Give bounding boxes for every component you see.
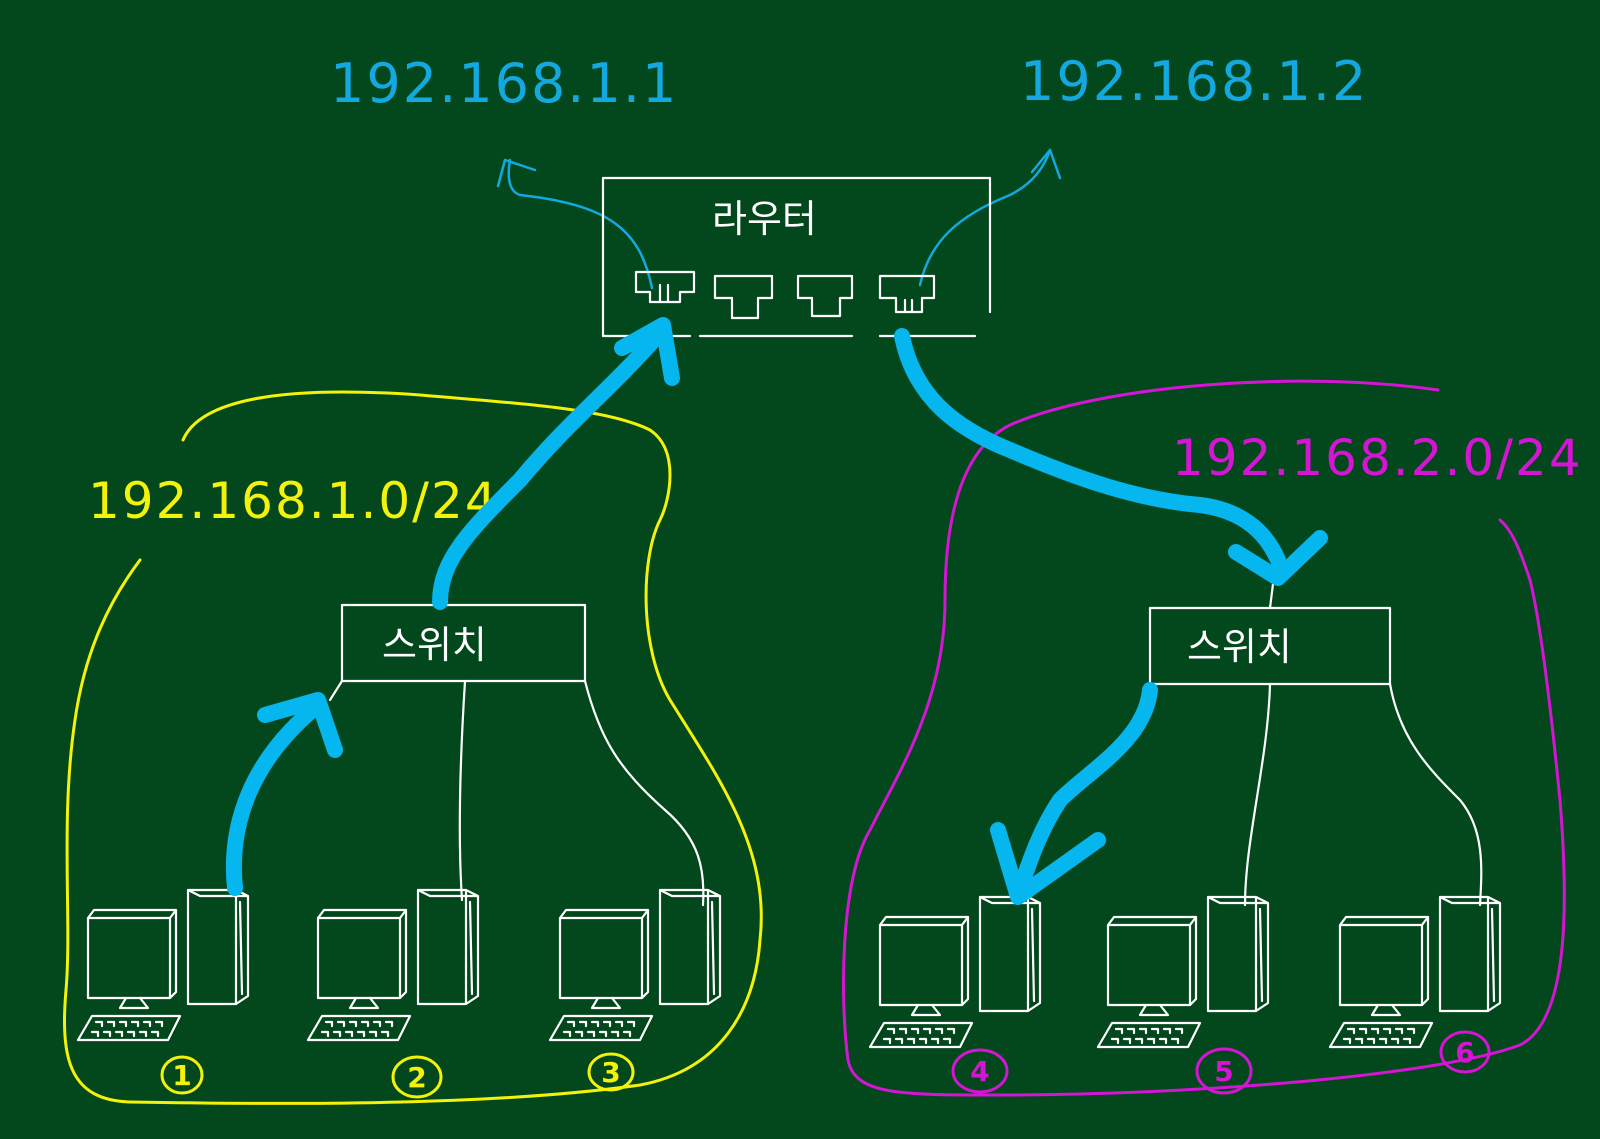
- host-number-6: 6: [1439, 1030, 1491, 1074]
- svg-text:6: 6: [1455, 1036, 1474, 1069]
- svg-text:2: 2: [407, 1061, 426, 1094]
- network-2-cables: [1243, 582, 1483, 907]
- monitor: [1106, 915, 1198, 1007]
- pc-tower: [416, 888, 480, 1006]
- monitor-stand: [118, 996, 150, 1010]
- host-computer-2: [306, 888, 480, 1042]
- monitor: [1338, 915, 1430, 1007]
- host-computer-4: [868, 895, 1042, 1049]
- monitor-stand: [1370, 1003, 1402, 1017]
- router-port-right-ip: 192.168.1.2: [1020, 50, 1368, 113]
- monitor: [316, 908, 408, 1000]
- router-label: 라우터: [712, 197, 817, 241]
- network-1-cables: [328, 679, 705, 907]
- pc-tower: [186, 888, 250, 1006]
- flow-arrow-switch1-to-router: [432, 317, 680, 610]
- keyboard: [76, 1014, 182, 1042]
- network-2-cidr: 192.168.2.0/24: [1172, 429, 1583, 487]
- port-right-ip-pointer: [918, 148, 1062, 287]
- network-1-cidr: 192.168.1.0/24: [88, 472, 499, 530]
- keyboard: [306, 1014, 412, 1042]
- monitor-stand: [348, 996, 380, 1010]
- svg-text:1: 1: [172, 1059, 191, 1092]
- pc-tower: [978, 895, 1042, 1013]
- port-left-ip-pointer: [496, 158, 654, 290]
- host-number-5: 5: [1195, 1047, 1253, 1095]
- switch-1: 스위치: [340, 603, 587, 683]
- monitor: [558, 908, 650, 1000]
- monitor-stand: [590, 996, 622, 1010]
- svg-text:3: 3: [601, 1056, 620, 1089]
- host-computers: [76, 888, 1502, 1049]
- host-computer-5: [1096, 895, 1270, 1049]
- host-computer-1: [76, 888, 250, 1042]
- pc-tower: [658, 888, 722, 1006]
- flow-arrow-host1-to-switch1: [225, 692, 343, 896]
- monitor: [86, 908, 178, 1000]
- router: 라우터: [601, 176, 992, 338]
- monitor-stand: [1138, 1003, 1170, 1017]
- router-port-left-ip: 192.168.1.1: [330, 52, 678, 115]
- monitor: [878, 915, 970, 1007]
- keyboard: [868, 1021, 974, 1049]
- host-number-2: 2: [391, 1055, 443, 1099]
- router-port-3: [796, 274, 854, 318]
- flow-arrow-router-to-switch2: [894, 328, 1328, 586]
- pc-tower: [1438, 895, 1502, 1013]
- host-number-1: 1: [160, 1055, 204, 1095]
- router-port-2: [713, 274, 774, 320]
- svg-text:4: 4: [970, 1055, 989, 1088]
- router-port-4: [878, 274, 936, 314]
- network-2-boundary: [842, 379, 1566, 1097]
- keyboard: [1328, 1021, 1434, 1049]
- host-computer-6: [1328, 895, 1502, 1049]
- svg-text:5: 5: [1214, 1055, 1233, 1088]
- host-computer-3: [548, 888, 722, 1042]
- router-port-1: [634, 270, 696, 304]
- host-number-3: 3: [587, 1052, 635, 1092]
- flow-arrow-switch2-to-host4: [990, 682, 1158, 905]
- switch-1-label: 스위치: [382, 623, 487, 667]
- keyboard: [548, 1014, 654, 1042]
- pc-tower: [1206, 895, 1270, 1013]
- keyboard: [1096, 1021, 1202, 1049]
- host-number-4: 4: [951, 1048, 1009, 1094]
- switch-2-label: 스위치: [1187, 625, 1292, 669]
- switch-2: 스위치: [1148, 606, 1392, 686]
- monitor-stand: [910, 1003, 942, 1017]
